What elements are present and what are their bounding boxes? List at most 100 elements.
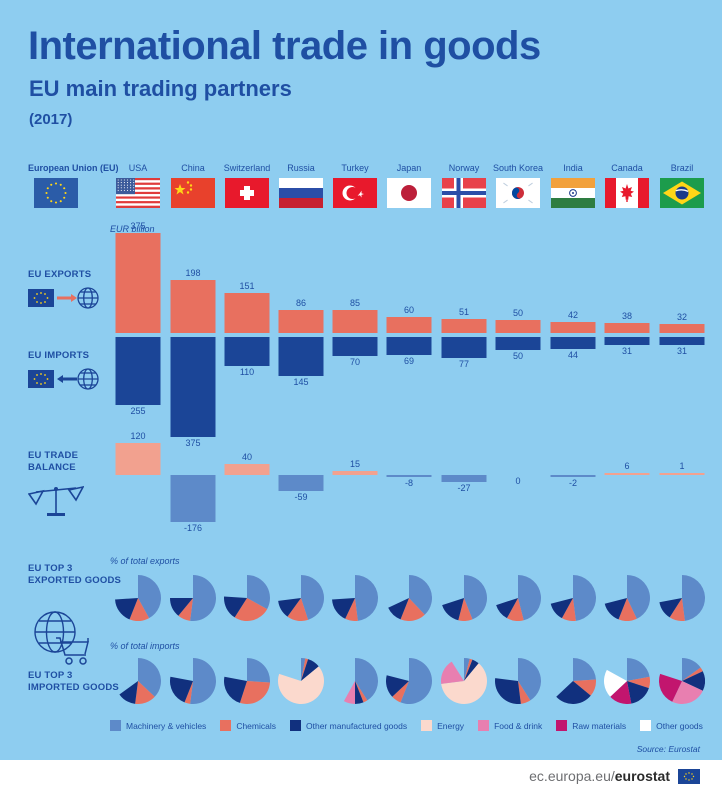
legend-item: Other manufactured goods	[290, 720, 407, 731]
page-subtitle: EU main trading partners	[29, 76, 292, 101]
country-label: USA	[128, 163, 148, 173]
country-label: Russia	[287, 163, 315, 173]
pie-imported-goods	[119, 658, 161, 704]
export-value: 60	[403, 304, 414, 315]
country-label: China	[181, 163, 205, 173]
export-bar	[278, 310, 324, 333]
pie-slice	[518, 658, 541, 701]
balance-bar	[278, 475, 324, 491]
pie-slice	[400, 598, 425, 621]
pie-slice	[119, 681, 138, 704]
export-value: 151	[239, 280, 255, 291]
import-value: 31	[621, 346, 632, 357]
balance-bar	[332, 470, 378, 475]
import-bar	[224, 337, 270, 367]
pie-slice	[287, 598, 309, 621]
pie-slice	[573, 679, 596, 696]
flag-usa-icon	[116, 178, 160, 208]
country-label: Canada	[611, 163, 643, 173]
balance-value: 1	[679, 461, 685, 471]
pie-slice	[672, 681, 703, 704]
legend-item: Other goods	[640, 720, 703, 731]
flag-china-icon	[171, 178, 215, 208]
pie-slice	[495, 678, 521, 704]
footer-url-prefix: ec.europa.eu/	[529, 768, 615, 784]
pie-slice	[464, 575, 487, 620]
pct-exports-note: % of total exports	[110, 556, 180, 566]
pie-imported-goods	[556, 658, 596, 704]
balance-bar	[224, 464, 270, 475]
pie-slice	[239, 681, 270, 704]
pie-slice	[345, 598, 358, 621]
footer-url[interactable]: ec.europa.eu/eurostat	[529, 768, 670, 784]
import-value: 69	[403, 356, 414, 367]
pie-slice	[138, 575, 161, 619]
balance-bar	[170, 475, 216, 522]
pie-slice	[278, 598, 301, 617]
pie-imported-goods	[224, 658, 270, 704]
export-bar	[495, 319, 541, 333]
pie-slice	[386, 675, 409, 697]
pie-slice	[301, 658, 306, 681]
pie-imported-goods	[659, 658, 705, 704]
export-bar	[386, 316, 432, 333]
pie-slice	[392, 681, 409, 703]
country-label: Norway	[448, 163, 480, 173]
pie-slice	[301, 575, 324, 620]
row-label-imports: EU IMPORTS	[28, 350, 90, 361]
pie-slice	[224, 676, 247, 703]
pie-slice	[234, 598, 268, 621]
legend-label: Raw materials	[572, 720, 627, 731]
pie-slice	[170, 598, 193, 616]
pie-slice	[135, 681, 155, 704]
globe-cart-icon	[28, 608, 100, 671]
import-value: 77	[458, 358, 469, 369]
flag-switzerland-icon	[225, 178, 269, 208]
pie-slice	[388, 598, 409, 620]
pie-exported-goods	[332, 575, 378, 621]
country-label: European Union (EU)	[28, 163, 119, 173]
pie-slice	[301, 658, 309, 681]
legend-swatch	[110, 720, 121, 731]
pie-slice	[247, 575, 270, 610]
legend-label: Machinery & vehicles	[126, 720, 207, 731]
legend-label: Other goods	[656, 720, 703, 731]
balance-value: -27	[457, 483, 471, 494]
pie-exported-goods	[388, 575, 432, 621]
pie-slice	[355, 681, 364, 704]
pie-slice	[659, 598, 682, 618]
page-title: International trade in goods	[28, 24, 541, 68]
flag-norway-icon	[442, 178, 486, 208]
import-bar	[386, 337, 432, 356]
pie-slice	[464, 658, 473, 681]
pie-exported-goods	[278, 575, 324, 621]
pie-slice	[659, 673, 682, 702]
export-value: 198	[185, 268, 201, 279]
pie-slice	[409, 575, 432, 615]
pie-slice	[464, 658, 470, 681]
export-value: 38	[621, 310, 632, 321]
balance-value: -8	[404, 478, 413, 489]
pie-slice	[247, 658, 270, 683]
balance-value: 15	[349, 458, 360, 469]
row-label-top3-exported-line1: EU TOP 3	[28, 563, 73, 574]
pie-slice	[301, 659, 319, 681]
pie-imported-goods	[278, 658, 324, 704]
scales-icon	[27, 480, 85, 525]
export-value: 85	[349, 298, 360, 309]
pie-slice	[627, 681, 649, 704]
pie-slice	[682, 575, 705, 621]
flag-brazil-icon	[660, 178, 704, 208]
source-note: Source: Eurostat	[636, 744, 700, 754]
country-label: Brazil	[670, 163, 694, 173]
flag-russia-icon	[279, 178, 323, 208]
row-label-balance-line1: EU TRADE	[28, 450, 79, 461]
country-label: Turkey	[341, 163, 369, 173]
legend: Machinery & vehicles Chemicals Other man…	[110, 720, 717, 731]
pie-slice	[184, 681, 193, 704]
pie-slice	[343, 681, 355, 704]
import-value: 375	[185, 438, 201, 448]
pie-slice	[224, 596, 247, 618]
pie-slice	[627, 575, 650, 619]
